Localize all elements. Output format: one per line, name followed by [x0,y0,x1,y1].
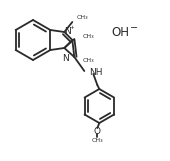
Text: O: O [94,127,101,136]
Text: N: N [63,53,69,62]
Text: CH₃: CH₃ [76,14,88,19]
Text: −: − [130,23,138,33]
Text: N: N [64,27,71,35]
Text: CH₃: CH₃ [82,57,94,62]
Text: NH: NH [89,67,103,76]
Text: +: + [69,25,74,30]
Text: CH₃: CH₃ [82,33,94,38]
Text: CH₃: CH₃ [91,137,103,142]
Text: OH: OH [111,25,129,38]
